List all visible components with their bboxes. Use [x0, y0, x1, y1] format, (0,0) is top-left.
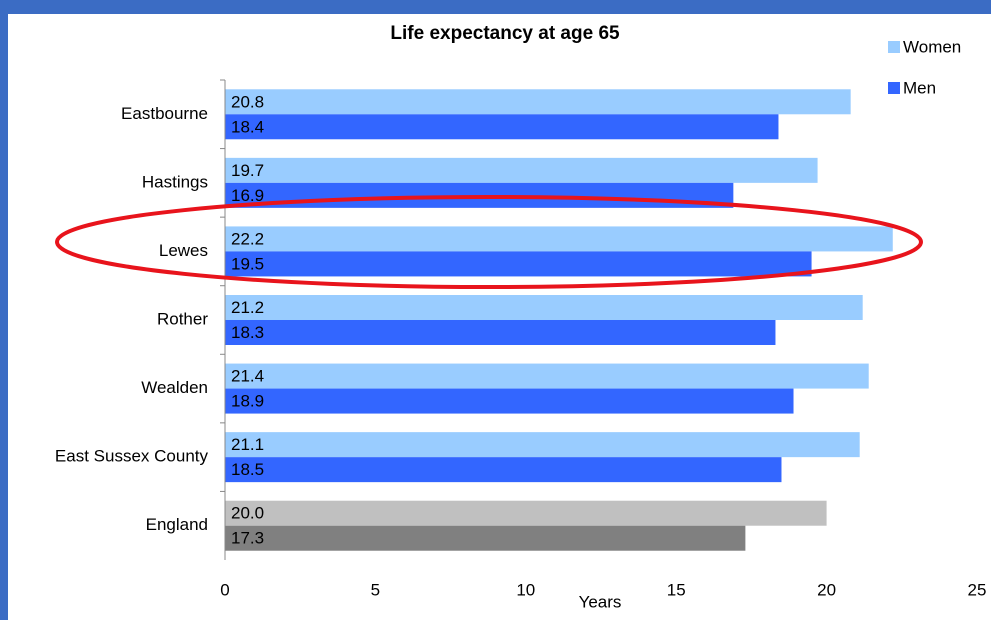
legend-label: Men	[903, 78, 936, 97]
data-label: 18.9	[231, 392, 264, 411]
data-label: 22.2	[231, 229, 264, 248]
chart-title: Life expectancy at age 65	[390, 23, 620, 44]
data-label: 21.2	[231, 298, 264, 317]
data-label: 19.5	[231, 254, 264, 273]
data-label: 16.9	[231, 186, 264, 205]
bar	[225, 432, 860, 458]
data-label: 18.5	[231, 460, 264, 479]
bar	[225, 295, 863, 320]
bar	[225, 388, 794, 414]
x-tick-label: 15	[667, 580, 686, 599]
y-tick-label: Wealden	[141, 378, 208, 397]
bar	[225, 525, 746, 551]
data-label: 21.1	[231, 435, 264, 454]
data-label: 19.7	[231, 161, 264, 180]
x-tick-label: 5	[371, 580, 380, 599]
data-label: 18.4	[231, 117, 264, 136]
bar	[225, 89, 851, 115]
highlight-ellipse	[55, 195, 923, 289]
x-tick-label: 10	[516, 580, 535, 599]
bar	[225, 114, 779, 140]
x-axis-label: Years	[579, 592, 622, 611]
bar	[225, 500, 827, 526]
y-tick-label: Hastings	[142, 172, 208, 191]
bar	[225, 251, 812, 277]
data-label: 18.3	[231, 323, 264, 342]
legend-label: Women	[903, 37, 961, 56]
bar	[225, 457, 782, 483]
bar	[225, 320, 776, 345]
legend-swatch	[888, 82, 900, 94]
y-tick-label: Eastbourne	[121, 104, 208, 123]
bar	[225, 226, 893, 252]
y-tick-label: Lewes	[159, 241, 208, 260]
legend-swatch	[888, 41, 900, 53]
y-tick-label: Rother	[157, 309, 208, 328]
x-tick-label: 20	[817, 580, 836, 599]
y-tick-label: England	[146, 515, 208, 534]
x-tick-label: 0	[220, 580, 229, 599]
bar	[225, 157, 818, 183]
x-tick-label: 25	[968, 580, 987, 599]
data-label: 20.8	[231, 92, 264, 111]
data-label: 20.0	[231, 504, 264, 523]
bar	[225, 363, 869, 389]
data-label: 21.4	[231, 367, 264, 386]
y-tick-label: East Sussex County	[55, 447, 209, 466]
data-label: 17.3	[231, 529, 264, 548]
